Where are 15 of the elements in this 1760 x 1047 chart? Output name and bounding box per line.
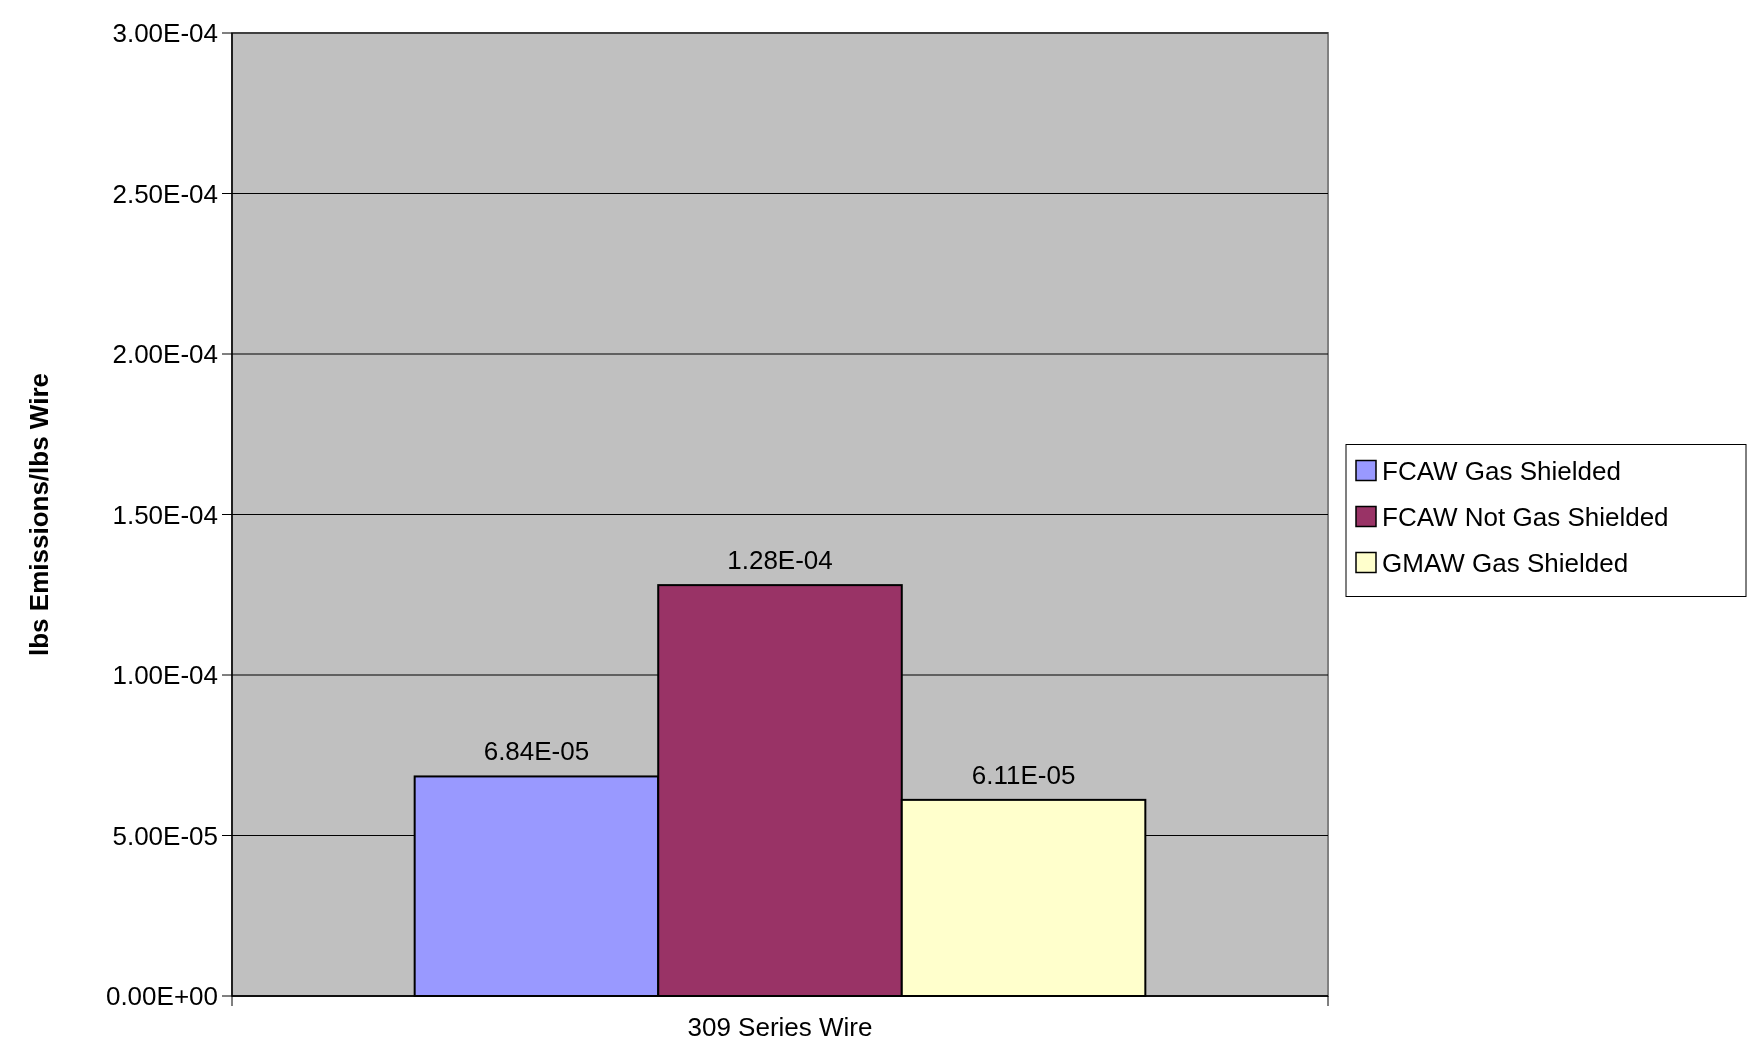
- y-tick-label: 3.00E-04: [112, 18, 218, 49]
- y-tick-label: 2.50E-04: [112, 178, 218, 209]
- y-tick-label: 2.00E-04: [112, 339, 218, 370]
- data-label: 6.84E-05: [483, 736, 590, 767]
- y-tick-label: 5.00E-05: [112, 820, 218, 851]
- x-tick-label: 309 Series Wire: [687, 1012, 873, 1042]
- data-label: 1.28E-04: [727, 545, 833, 576]
- y-tick-label: 0.00E+00: [105, 981, 218, 1012]
- y-axis-title: lbs Emissions/lbs Wire: [24, 373, 54, 656]
- y-tick-label: 1.00E-04: [112, 660, 218, 691]
- legend-label: GMAW Gas Shielded: [1382, 547, 1629, 578]
- legend-label: FCAW Gas Shielded: [1382, 455, 1621, 486]
- data-label: 6.11E-05: [971, 759, 1076, 790]
- legend-label: FCAW Not Gas Shielded: [1382, 501, 1669, 532]
- y-tick-label: 1.50E-04: [112, 499, 218, 530]
